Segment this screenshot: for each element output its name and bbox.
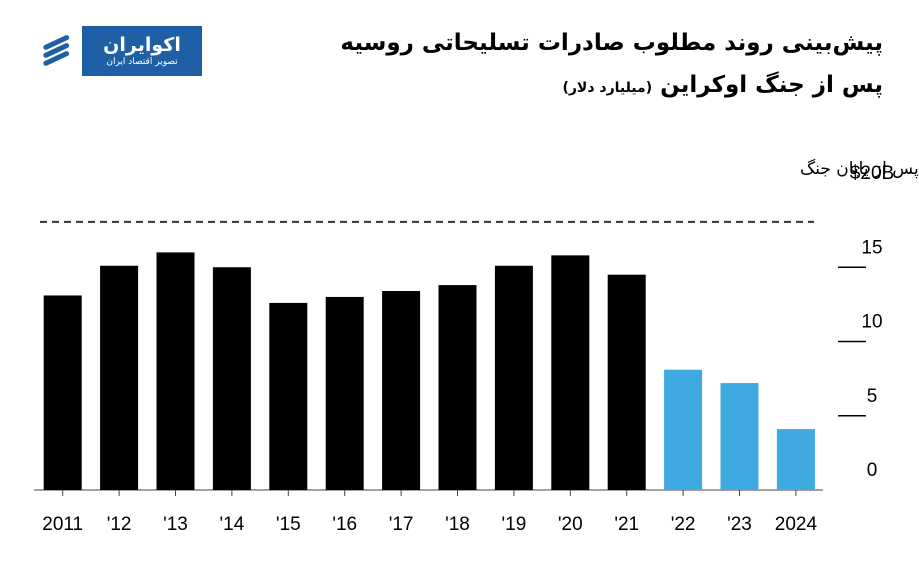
x-tick-label: '17: [389, 514, 414, 535]
logo-tagline: تصویر اقتصاد ایران: [106, 57, 178, 67]
bar: [551, 255, 590, 490]
x-tick-label: '14: [220, 514, 245, 535]
x-tick-label: '12: [107, 514, 132, 535]
bar: [100, 265, 139, 490]
y-tick-label: 0: [867, 460, 878, 481]
logo-text: اکوایران تصویر اقتصاد ایران: [82, 34, 202, 68]
x-tick-label: '23: [727, 514, 752, 535]
logo-mark-icon: [30, 26, 82, 76]
chart-title: پیش‌بینی روند مطلوب صادرات تسلیحاتی روسی…: [340, 30, 883, 56]
bar: [720, 383, 759, 490]
bar: [607, 274, 646, 490]
x-tick-label: 2024: [775, 514, 818, 535]
bar: [325, 296, 364, 490]
reference-line-label: تخمین میزان صادرات پس از پایان جنگ: [800, 158, 919, 179]
x-tick-label: '22: [671, 514, 696, 535]
x-tick-label: '19: [502, 514, 527, 535]
bar: [156, 252, 195, 490]
logo: اکوایران تصویر اقتصاد ایران: [30, 26, 202, 76]
chart-subtitle: پس از جنگ اوکراین: [660, 72, 883, 98]
y-tick-label: 15: [861, 237, 882, 258]
bar: [269, 302, 308, 490]
x-tick-label: '13: [163, 514, 188, 535]
bar: [664, 369, 703, 490]
chart-subtitle-line: پس از جنگ اوکراین (میلیارد دلار): [562, 72, 883, 98]
bar: [438, 285, 477, 490]
logo-name: اکوایران: [103, 34, 181, 56]
x-tick-label: '15: [276, 514, 301, 535]
bar: [43, 295, 82, 490]
x-tick-label: '18: [445, 514, 470, 535]
x-tick-label: '16: [332, 514, 357, 535]
chart-unit: (میلیارد دلار): [562, 80, 653, 96]
y-tick-label: 5: [867, 386, 878, 407]
x-tick-label: '21: [614, 514, 639, 535]
bar: [776, 429, 815, 490]
y-tick-label: $20B: [850, 163, 894, 184]
bar: [494, 265, 533, 490]
bar: [382, 291, 421, 490]
x-tick-label: '20: [558, 514, 583, 535]
y-tick-label: 10: [861, 312, 882, 333]
x-tick-label: 2011: [42, 514, 83, 535]
bar: [212, 267, 251, 490]
